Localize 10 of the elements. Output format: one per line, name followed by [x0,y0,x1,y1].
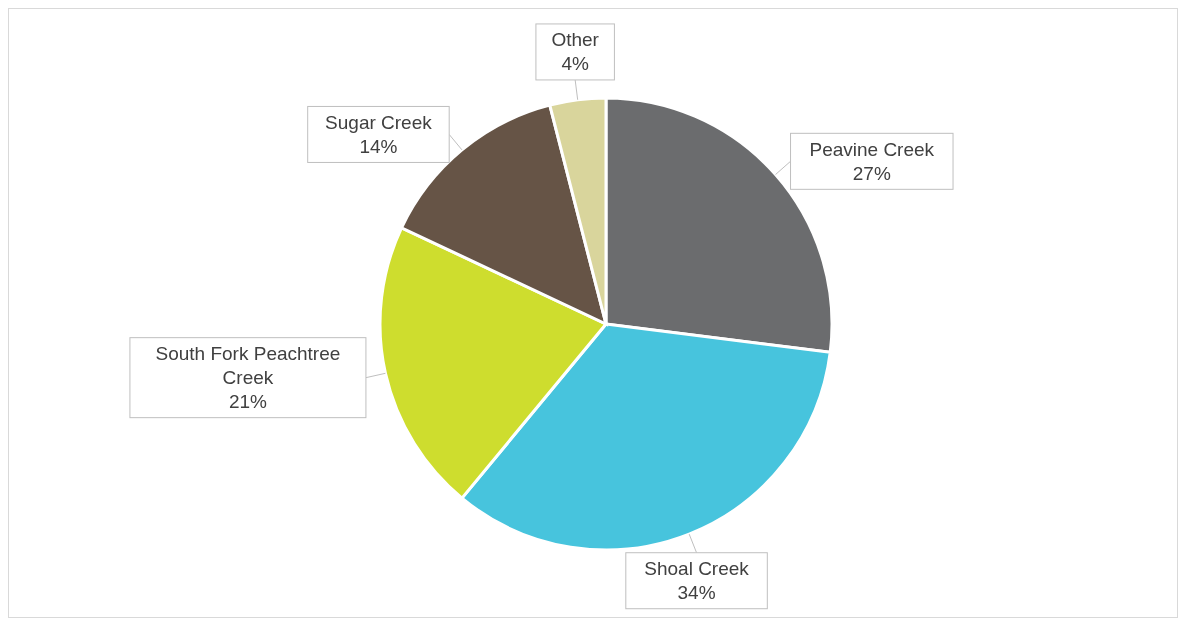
data-label: 27% [852,162,891,184]
slice-label: Shoal Creek [644,558,750,580]
data-label: 14% [359,135,398,157]
data-label: 4% [561,53,589,75]
slice-label: Peavine Creek [809,138,935,160]
slice-label: Other [551,29,600,51]
data-label: 21% [228,391,268,413]
slice-label: Sugar Creek [325,111,433,133]
data-label: 34% [677,582,716,604]
slice-label: South Fork Peachtree Creek [155,343,341,389]
